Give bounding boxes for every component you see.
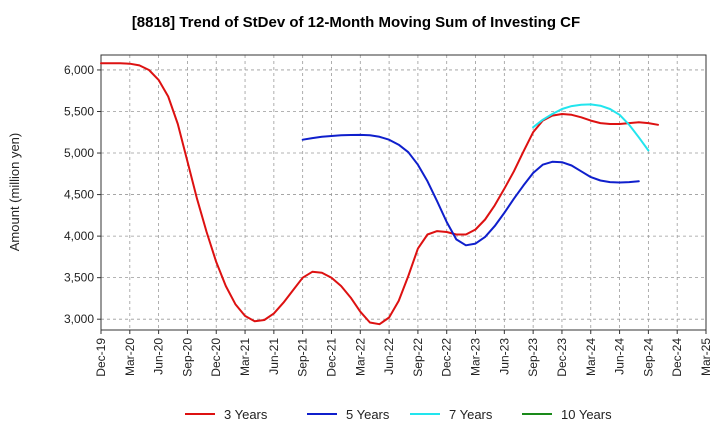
y-tick-label: 5,000 <box>64 146 94 160</box>
x-tick-label: Dec-21 <box>324 338 338 377</box>
y-tick-label: 6,000 <box>64 63 94 77</box>
legend-item: 7 Years <box>410 407 493 422</box>
y-tick-label: 4,000 <box>64 229 94 243</box>
x-tick-label: Jun-23 <box>497 338 511 375</box>
legend-item: 5 Years <box>307 407 390 422</box>
x-tick-label: Sep-22 <box>411 338 425 377</box>
x-tick-label: Dec-23 <box>555 338 569 377</box>
y-tick-label: 4,500 <box>64 188 94 202</box>
x-tick-label: Dec-20 <box>209 338 223 377</box>
y-tick-label: 3,000 <box>64 312 94 326</box>
y-axis-label: Amount (million yen) <box>7 133 22 252</box>
legend-item: 3 Years <box>185 407 268 422</box>
legend-label: 3 Years <box>224 407 268 422</box>
grid-lines <box>100 55 707 330</box>
legend-label: 10 Years <box>561 407 612 422</box>
series-line-5-years <box>301 133 640 247</box>
x-tick-label: Jun-21 <box>267 338 281 375</box>
y-ticks: 3,000 3,500 4,000 4,500 5,000 5,500 6,000 <box>64 63 101 326</box>
legend: 3 Years 5 Years 7 Years 10 Years <box>185 407 612 422</box>
x-tick-label: Mar-24 <box>584 338 598 376</box>
series-line-7-years <box>532 103 650 152</box>
x-tick-label: Mar-25 <box>699 338 713 376</box>
y-tick-label: 3,500 <box>64 271 94 285</box>
legend-item: 10 Years <box>522 407 612 422</box>
x-tick-label: Dec-24 <box>670 338 684 377</box>
x-tick-label: Dec-22 <box>440 338 454 377</box>
plot-frame <box>100 54 707 331</box>
x-tick-label: Sep-23 <box>526 338 540 377</box>
x-tick-label: Mar-21 <box>238 338 252 376</box>
chart-title: [8818] Trend of StDev of 12-Month Moving… <box>132 14 580 31</box>
x-ticks: Dec-19 Mar-20 Jun-20 Sep-20 Dec-20 Mar-21 Jun-… <box>94 330 713 377</box>
series-line-3-years <box>100 62 659 326</box>
x-tick-label: Mar-20 <box>123 338 137 376</box>
x-tick-label: Mar-23 <box>469 338 483 376</box>
y-tick-label: 5,500 <box>64 104 94 118</box>
x-tick-label: Sep-21 <box>296 338 310 377</box>
x-tick-label: Sep-20 <box>180 338 194 377</box>
legend-label: 5 Years <box>346 407 390 422</box>
x-tick-label: Jun-24 <box>613 338 627 375</box>
legend-label: 7 Years <box>449 407 493 422</box>
x-tick-label: Mar-22 <box>353 338 367 376</box>
x-tick-label: Jun-22 <box>382 338 396 375</box>
series-lines <box>100 62 659 326</box>
x-tick-label: Jun-20 <box>152 338 166 375</box>
x-tick-label: Dec-19 <box>94 338 108 377</box>
x-tick-label: Sep-24 <box>641 338 655 377</box>
